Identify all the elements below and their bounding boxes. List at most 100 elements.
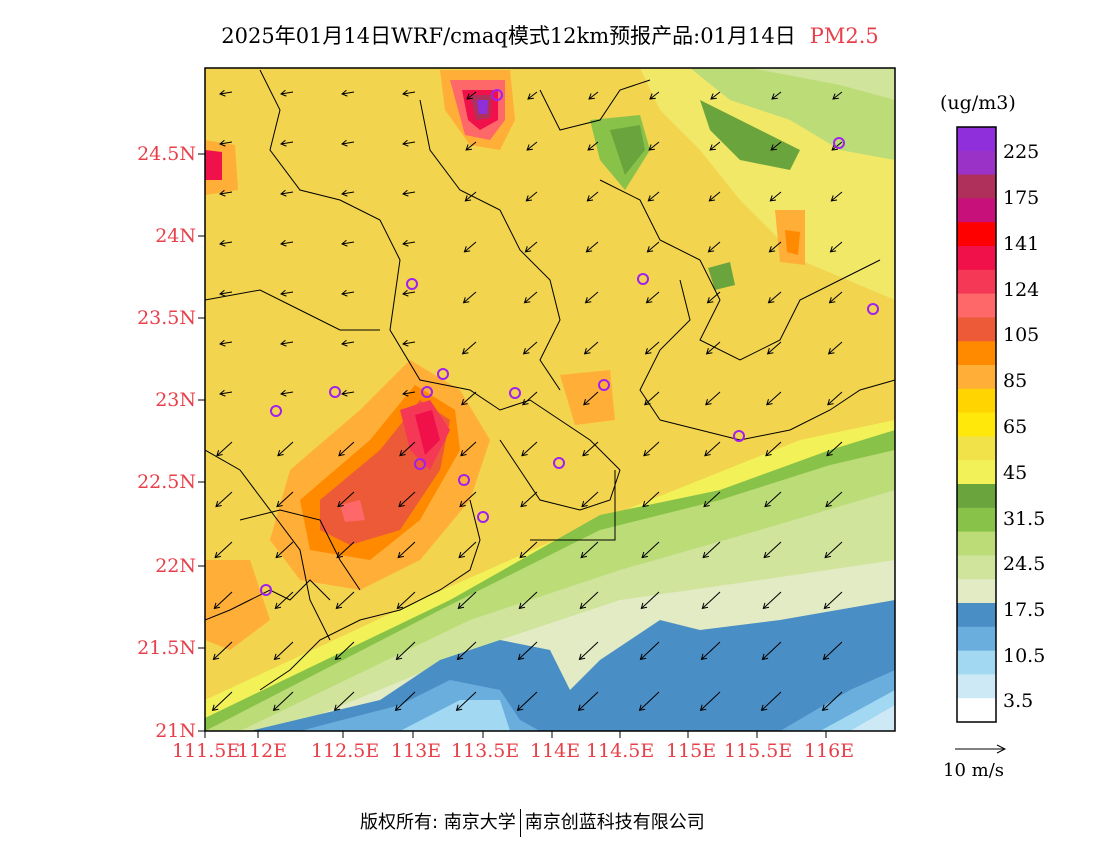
wind-arrow [341, 239, 355, 247]
wind-arrow [641, 541, 660, 559]
wind-arrow [402, 339, 416, 347]
y-tick-label: 24.5N [137, 143, 196, 165]
wind-arrow [585, 241, 599, 253]
wind-arrow [644, 391, 660, 406]
x-tick-label: 113.5E [451, 740, 520, 762]
wind-arrow [274, 591, 294, 610]
colorbar-label: 45 [1003, 462, 1028, 484]
y-tick-label: 21N [155, 720, 196, 742]
wind-arrow [699, 691, 721, 712]
wind-arrow [830, 191, 843, 202]
wind-arrow [705, 391, 721, 406]
wind-arrow [341, 89, 355, 97]
colorbar-swatch [957, 412, 996, 437]
wind-arrow [828, 291, 843, 304]
wind-arrow [518, 591, 538, 610]
wind-arrow [219, 189, 233, 197]
wind-arrow [459, 491, 477, 508]
colorbar-label: 141 [1003, 233, 1040, 255]
colorbar-label: 225 [1003, 141, 1040, 163]
wind-arrow [398, 491, 416, 508]
wind-arrow [761, 641, 782, 661]
wind-arrow [462, 291, 477, 304]
wind-arrow [581, 491, 599, 508]
wind-arrow [397, 541, 416, 559]
wind-arrow [583, 391, 599, 406]
colorbar-swatch [957, 174, 996, 199]
wind-arrow [214, 541, 233, 559]
axis-ticks [198, 153, 827, 738]
wind-arrow [525, 191, 538, 202]
wind-arrow [341, 189, 355, 197]
wind-arrow [396, 591, 416, 610]
wind-arrow [587, 141, 599, 151]
wind-arrow [578, 641, 599, 661]
x-tick-label: 115.5E [724, 740, 793, 762]
wind-arrow [275, 541, 294, 559]
wind-arrow [701, 591, 721, 610]
wind-arrow [215, 491, 233, 508]
wind-arrow [219, 139, 233, 147]
wind-arrow [402, 389, 416, 397]
wind-arrow [280, 389, 294, 397]
colorbar-frame [956, 126, 997, 723]
wind-arrow [213, 591, 233, 610]
wind-arrow [402, 189, 416, 197]
wind-arrow [465, 141, 477, 151]
wind-arrow [643, 441, 660, 457]
wind-arrow [702, 541, 721, 559]
wind-arrow [523, 291, 538, 304]
wind-arrow [219, 289, 233, 297]
x-tick-label: 113E [391, 740, 442, 762]
colorbar-swatch [957, 246, 996, 271]
x-tick-label: 116E [804, 740, 855, 762]
wind-arrow [395, 641, 416, 661]
colorbar-label: 124 [1003, 279, 1040, 301]
wind-arrow [338, 441, 355, 457]
wind-arrow [280, 289, 294, 297]
wind-arrow [644, 341, 660, 355]
wind-arrow [832, 91, 843, 100]
wind-arrow [461, 341, 477, 355]
colorbar [956, 126, 997, 723]
wind-arrow [280, 139, 294, 147]
wind-arrow [402, 289, 416, 297]
y-tick-label: 23.5N [137, 307, 196, 329]
colorbar-swatch [957, 460, 996, 485]
wind-arrow [464, 191, 477, 202]
wind-arrow [280, 89, 294, 97]
wind-arrow [219, 389, 233, 397]
wind-arrow [219, 89, 233, 97]
wind-arrow [826, 441, 843, 457]
footer-left: 版权所有: 南京大学 [360, 812, 516, 833]
colorbar-label: 85 [1003, 370, 1028, 392]
wind-arrow [770, 141, 782, 151]
wind-arrow [767, 291, 782, 304]
y-tick-label: 24N [155, 225, 196, 247]
wind-arrow [402, 239, 416, 247]
wind-arrow [708, 191, 721, 202]
colorbar-label: 175 [1003, 187, 1040, 209]
wind-arrow [703, 491, 721, 508]
wind-arrow [399, 441, 416, 457]
wind-arrow [824, 541, 843, 559]
wind-arrow [280, 189, 294, 197]
wind-vectors [211, 89, 843, 712]
wind-arrow [764, 491, 782, 508]
colorbar-swatch [957, 150, 996, 176]
wind-arrow [771, 91, 782, 100]
wind-arrow [272, 691, 294, 712]
footer-divider [519, 809, 521, 837]
colorbar-label: 31.5 [1003, 508, 1046, 530]
wind-arrow [333, 691, 355, 712]
wind-arrow [821, 691, 843, 712]
colorbar-swatch [957, 674, 996, 699]
wind-arrow [458, 541, 477, 559]
wind-arrow [520, 491, 538, 508]
wind-arrow [822, 641, 843, 661]
wind-arrow [277, 441, 294, 457]
wind-arrow [825, 491, 843, 508]
wind-arrow [522, 341, 538, 355]
wind-arrow [700, 641, 721, 661]
wind-arrow [461, 391, 477, 406]
